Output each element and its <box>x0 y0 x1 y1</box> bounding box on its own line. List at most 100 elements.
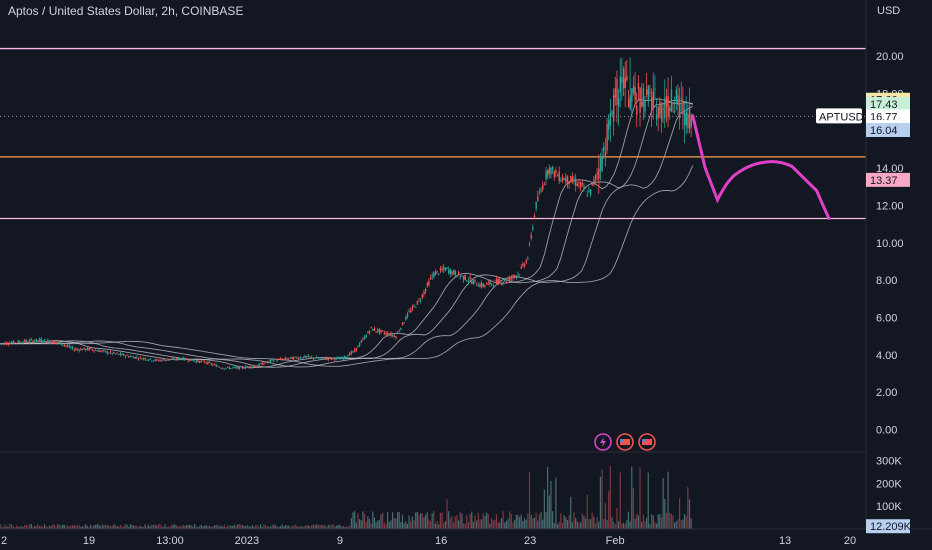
candle-body <box>90 348 92 350</box>
candle-body <box>448 269 450 274</box>
candle-body <box>547 170 549 176</box>
candle-body <box>476 285 478 286</box>
candle-body <box>411 306 414 310</box>
candle-body <box>378 329 381 333</box>
volume-bar <box>281 524 283 529</box>
volume-bar <box>111 525 113 529</box>
volume-bar <box>560 513 562 529</box>
volume-bar <box>499 522 501 529</box>
candle-body <box>528 243 531 245</box>
candle-body <box>144 358 146 360</box>
volume-bar <box>179 525 181 529</box>
volume-bar <box>170 525 173 529</box>
volume-bar <box>274 525 277 529</box>
candle-body <box>400 327 402 330</box>
volume-bar <box>251 525 253 529</box>
candle-body <box>627 98 630 107</box>
candle-body <box>486 283 488 285</box>
volume-bar <box>626 520 628 529</box>
candle-body <box>532 226 534 230</box>
candle-body <box>489 280 491 285</box>
volume-bar <box>321 525 323 529</box>
candle-body <box>67 345 69 347</box>
volume-bar <box>20 526 23 529</box>
volume-bar <box>533 517 536 529</box>
volume-bar <box>514 520 516 529</box>
candle-body <box>629 95 631 109</box>
volume-bar <box>350 518 352 529</box>
candle-body <box>438 273 440 275</box>
candle-body <box>505 281 508 283</box>
candle-body <box>393 335 396 338</box>
candle-body <box>388 334 391 336</box>
candle-body <box>337 357 339 359</box>
time-tick-label: 2 <box>1 535 7 547</box>
candle-body <box>667 96 669 116</box>
candle-body <box>101 350 104 352</box>
volume-bar <box>357 513 359 529</box>
volume-bar <box>390 520 392 529</box>
candle-body <box>55 342 57 344</box>
candle-body <box>15 342 18 344</box>
volume-bar <box>93 524 95 529</box>
candle-body <box>365 335 367 337</box>
volume-bar <box>636 513 638 529</box>
time-tick-label: 19 <box>83 535 95 547</box>
candle-body <box>7 344 10 345</box>
volume-bar <box>624 523 626 529</box>
candle-body <box>522 263 524 266</box>
volume-bar <box>213 525 216 529</box>
candle-body <box>453 270 455 274</box>
volume-bar <box>401 514 404 529</box>
candle-body <box>548 167 551 174</box>
volume-bar <box>194 523 196 529</box>
candle-body <box>162 359 165 361</box>
candle-body <box>309 356 311 358</box>
volume-bar <box>344 527 346 529</box>
candle-body <box>358 343 361 346</box>
candle-body <box>545 171 547 180</box>
candle-body <box>466 280 468 282</box>
volume-bar <box>306 525 308 529</box>
volume-bar <box>175 525 178 529</box>
volume-bar <box>575 517 577 529</box>
price-tick-label: 8.00 <box>876 275 897 287</box>
candle-body <box>497 278 499 285</box>
candle-body <box>269 359 272 362</box>
candle-body <box>565 177 567 182</box>
volume-bar <box>131 524 133 529</box>
candle-body <box>593 179 595 184</box>
projection-curve[interactable] <box>691 114 831 220</box>
candle-body <box>410 310 412 313</box>
candle-body <box>238 366 240 370</box>
candle-body <box>284 357 287 360</box>
volume-bar <box>471 511 473 529</box>
candle-body <box>129 356 132 358</box>
volume-bar <box>260 524 262 529</box>
candle-body <box>538 192 541 194</box>
volume-bar <box>261 526 263 529</box>
volume-bar <box>670 513 672 529</box>
candle-body <box>124 355 127 357</box>
candle-body <box>48 341 51 344</box>
volume-bar <box>25 524 27 529</box>
candle-body <box>462 275 465 280</box>
volume-bar <box>494 519 496 529</box>
volume-bar <box>322 524 324 529</box>
volume-bar <box>119 524 122 529</box>
volume-bar <box>197 527 199 529</box>
volume-bar <box>27 526 29 529</box>
volume-bar <box>467 522 470 529</box>
volume-bar <box>545 511 547 529</box>
volume-bar <box>603 518 605 529</box>
candle-body <box>17 340 19 343</box>
volume-bar <box>502 511 504 529</box>
price-tag <box>866 97 910 112</box>
volume-bar <box>129 524 131 529</box>
volume-bar <box>420 513 422 529</box>
candle-body <box>449 269 452 275</box>
candle-body <box>58 342 61 344</box>
candle-body <box>225 367 227 369</box>
candle-body <box>603 146 605 152</box>
